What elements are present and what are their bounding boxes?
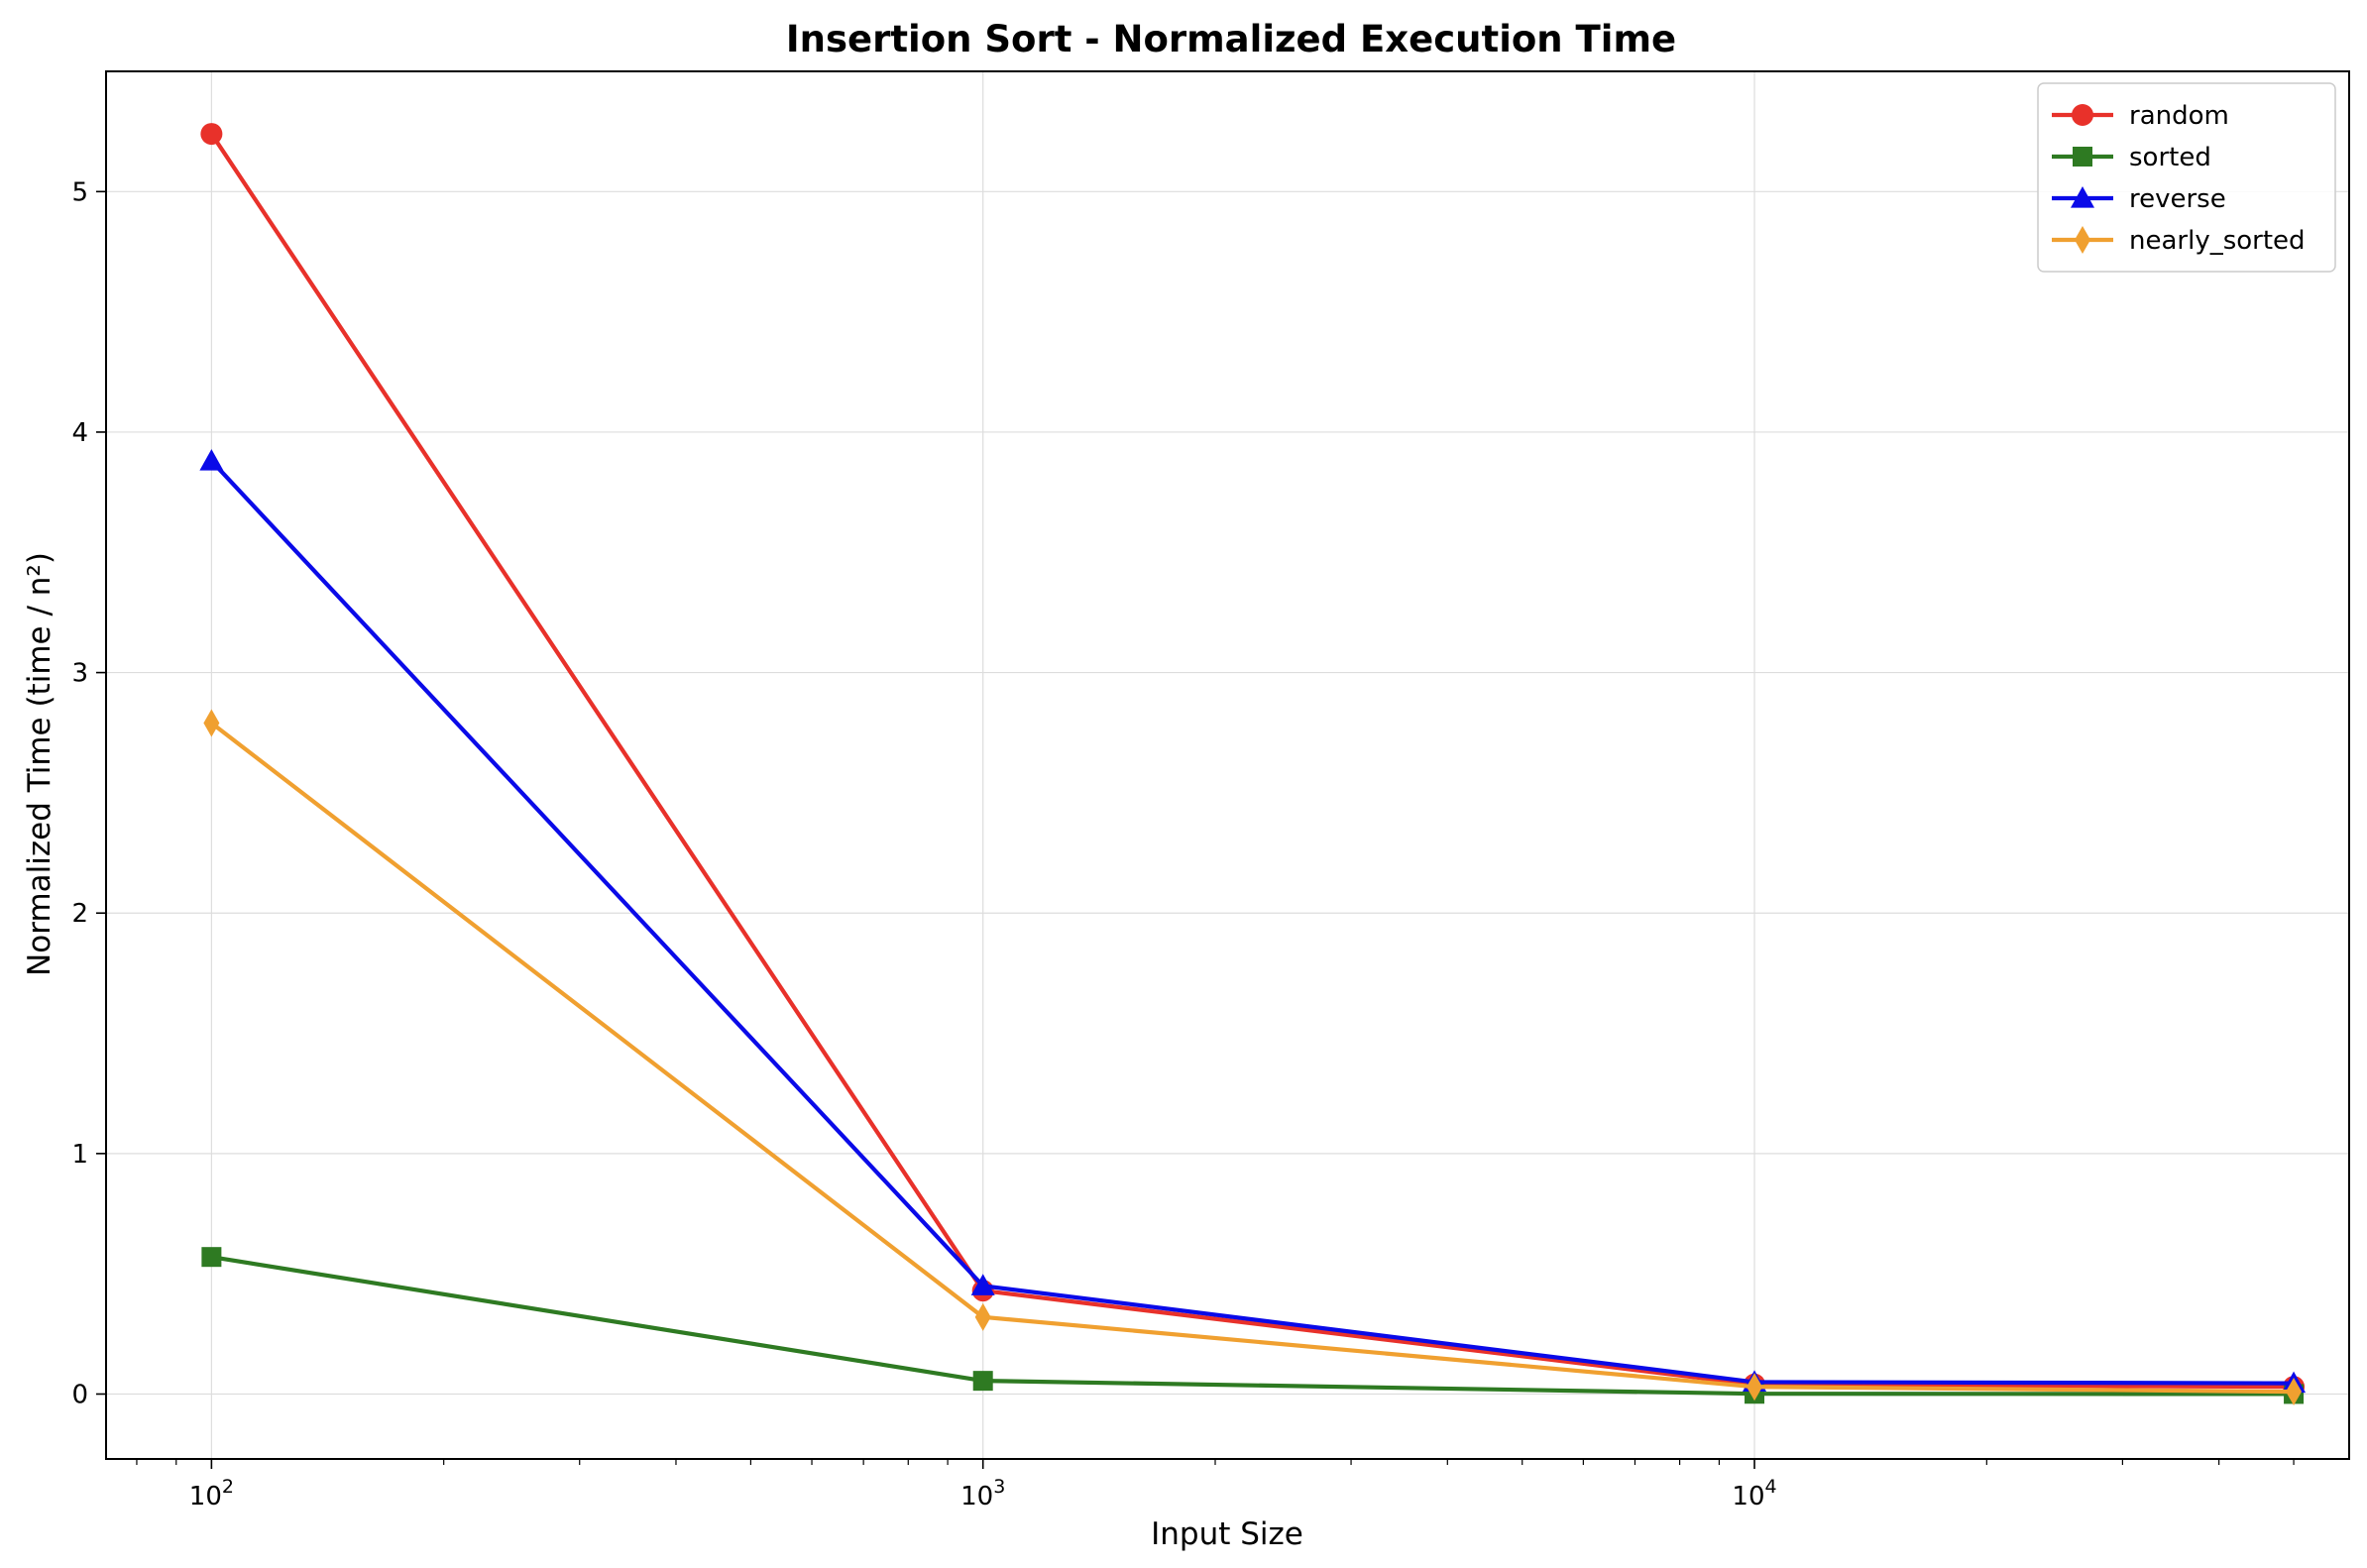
data-point-reverse bbox=[199, 449, 224, 471]
data-point-nearly_sorted bbox=[974, 1302, 991, 1331]
data-point-random bbox=[200, 123, 223, 146]
series-layer bbox=[199, 123, 2307, 1406]
y-tick-label: 2 bbox=[71, 899, 88, 929]
x-tick-label: 102 bbox=[189, 1476, 234, 1512]
legend-marker bbox=[2071, 186, 2094, 208]
series-line-reverse bbox=[209, 459, 2295, 1386]
series-line-nearly_sorted bbox=[210, 721, 2295, 1395]
series-line-random bbox=[209, 132, 2295, 1390]
series-nearly_sorted bbox=[203, 709, 2303, 1406]
y-tick-label: 3 bbox=[71, 659, 88, 689]
y-tick-label: 4 bbox=[71, 418, 88, 448]
x-tick-label: 103 bbox=[960, 1476, 1005, 1512]
data-point-nearly_sorted bbox=[2286, 1378, 2303, 1406]
legend-marker bbox=[2072, 104, 2093, 126]
chart-title: Insertion Sort - Normalized Execution Ti… bbox=[786, 18, 1676, 60]
data-point-sorted bbox=[972, 1371, 993, 1392]
plot-frame bbox=[105, 70, 2350, 1460]
legend-label: sorted bbox=[2129, 143, 2211, 172]
y-axis: 0 1 2 3 4 5 bbox=[71, 177, 106, 1409]
x-axis-label: Input Size bbox=[1151, 1516, 1303, 1552]
y-tick-label: 0 bbox=[71, 1380, 88, 1409]
data-point-nearly_sorted bbox=[203, 709, 220, 737]
legend-label: nearly_sorted bbox=[2129, 226, 2306, 256]
legend-label: reverse bbox=[2129, 184, 2226, 214]
data-point-sorted bbox=[201, 1247, 222, 1268]
y-axis-label: Normalized Time (time / n²) bbox=[22, 552, 57, 976]
legend-item-random: random bbox=[2052, 101, 2229, 131]
legend-marker bbox=[2075, 226, 2090, 254]
legend-item-sorted: sorted bbox=[2052, 143, 2211, 172]
legend-box bbox=[2037, 82, 2336, 273]
y-tick-label: 1 bbox=[71, 1140, 88, 1170]
legend-item-reverse: reverse bbox=[2052, 184, 2226, 214]
y-tick-label: 5 bbox=[71, 177, 88, 207]
data-point-reverse bbox=[970, 1274, 995, 1295]
legend-item-nearly_sorted: nearly_sorted bbox=[2052, 226, 2306, 256]
data-point-nearly_sorted bbox=[1747, 1373, 1763, 1401]
legend-label: random bbox=[2129, 101, 2229, 131]
x-tick-label: 104 bbox=[1732, 1476, 1776, 1512]
legend-marker bbox=[2073, 147, 2092, 167]
series-line-sorted bbox=[211, 1255, 2295, 1397]
legend: random sorted reverse nearly_sorted bbox=[2037, 82, 2336, 273]
grid bbox=[106, 71, 2349, 1459]
x-axis: 102 103 104 bbox=[136, 1459, 2295, 1512]
